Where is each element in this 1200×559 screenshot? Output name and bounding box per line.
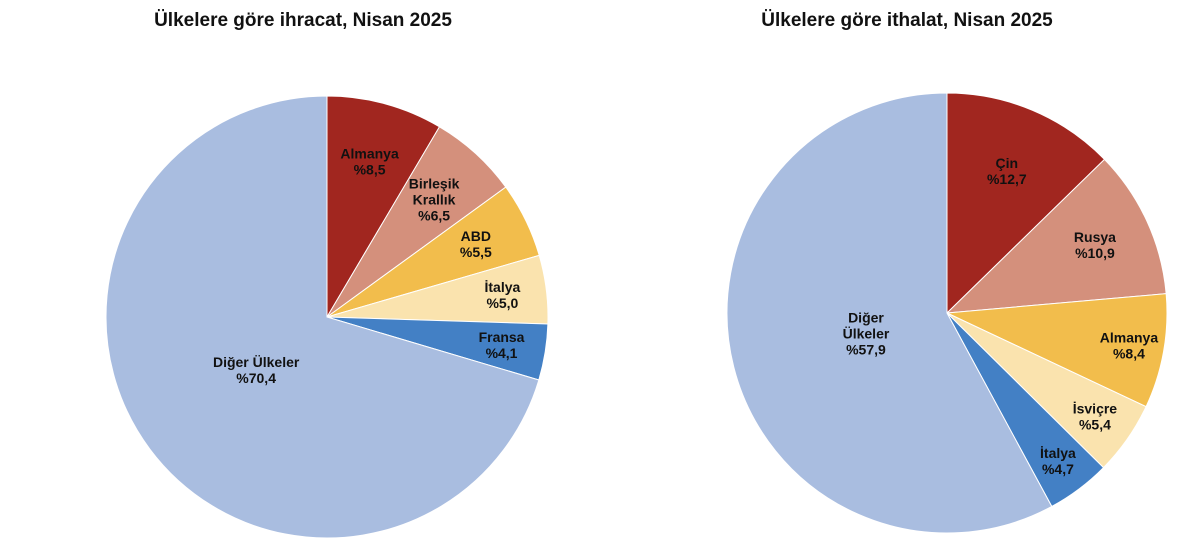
export-slice-5 bbox=[105, 95, 540, 539]
export-slice-name-5-0: Diğer Ülkeler bbox=[213, 354, 300, 370]
export-slice-label-4: Fransa %4,1 bbox=[479, 329, 525, 361]
export-slice-label-1: Birleşik Krallık %6,5 bbox=[409, 175, 460, 223]
import-slice-label-0: Çin %12,7 bbox=[987, 155, 1027, 187]
export-slice-value-1: %6,5 bbox=[418, 207, 450, 223]
export-slice-label-5: Diğer Ülkeler %70,4 bbox=[213, 354, 300, 386]
export-slice-value-2: %5,5 bbox=[460, 244, 492, 260]
import-slice-name-5-1: Ülkeler bbox=[843, 326, 890, 342]
import-slice-name-4-0: İtalya bbox=[1040, 445, 1076, 461]
export-slice-name-4-0: Fransa bbox=[479, 329, 525, 345]
export-slice-label-3: İtalya %5,0 bbox=[484, 279, 520, 311]
import-slice-0 bbox=[946, 92, 1106, 315]
import-slice-name-5-0: Diğer bbox=[848, 310, 884, 326]
export-slice-name-2-0: ABD bbox=[461, 228, 491, 244]
import-chart-title: Ülkelere göre ithalat, Nisan 2025 bbox=[761, 10, 1053, 31]
export-slice-label-2: ABD %5,5 bbox=[460, 228, 492, 260]
import-slice-label-2: Almanya %8,4 bbox=[1100, 329, 1159, 361]
export-slice-value-4: %4,1 bbox=[486, 345, 518, 361]
import-slice-label-3: İsviçre %5,4 bbox=[1073, 400, 1118, 432]
import-slice-label-4: İtalya %4,7 bbox=[1040, 445, 1076, 477]
import-slice-1 bbox=[945, 158, 1167, 314]
import-slice-name-3-0: İsviçre bbox=[1073, 400, 1118, 416]
import-pie-chart: Çin %12,7 Rusya %10,9 Almanya %8,4 İsviçre %5,4… bbox=[726, 92, 1168, 534]
export-slice-0 bbox=[326, 95, 441, 319]
export-slice-name-1-1: Krallık bbox=[413, 191, 456, 207]
export-slice-name-1-0: Birleşik bbox=[409, 175, 460, 191]
import-slice-value-3: %5,4 bbox=[1079, 416, 1111, 432]
import-slice-value-1: %10,9 bbox=[1075, 245, 1115, 261]
import-slice-value-5: %57,9 bbox=[846, 342, 886, 358]
import-slice-value-0: %12,7 bbox=[987, 171, 1027, 187]
import-slice-name-0-0: Çin bbox=[996, 155, 1019, 171]
import-slice-name-2-0: Almanya bbox=[1100, 329, 1159, 345]
export-slice-name-0-0: Almanya bbox=[340, 145, 399, 161]
export-chart-title: Ülkelere göre ihracat, Nisan 2025 bbox=[154, 10, 452, 31]
export-slice-value-5: %70,4 bbox=[236, 370, 276, 386]
import-slice-label-5: Diğer Ülkeler %57,9 bbox=[843, 310, 890, 358]
import-slice-value-4: %4,7 bbox=[1042, 461, 1074, 477]
import-slice-2 bbox=[945, 293, 1168, 408]
export-slice-label-0: Almanya %8,5 bbox=[340, 145, 399, 177]
import-slice-value-2: %8,4 bbox=[1113, 345, 1145, 361]
export-slice-value-3: %5,0 bbox=[486, 295, 518, 311]
export-slice-value-0: %8,5 bbox=[354, 161, 386, 177]
import-slice-5 bbox=[726, 92, 1053, 534]
import-slice-name-1-0: Rusya bbox=[1074, 229, 1116, 245]
export-slice-name-3-0: İtalya bbox=[484, 279, 520, 295]
import-slice-label-1: Rusya %10,9 bbox=[1074, 229, 1116, 261]
